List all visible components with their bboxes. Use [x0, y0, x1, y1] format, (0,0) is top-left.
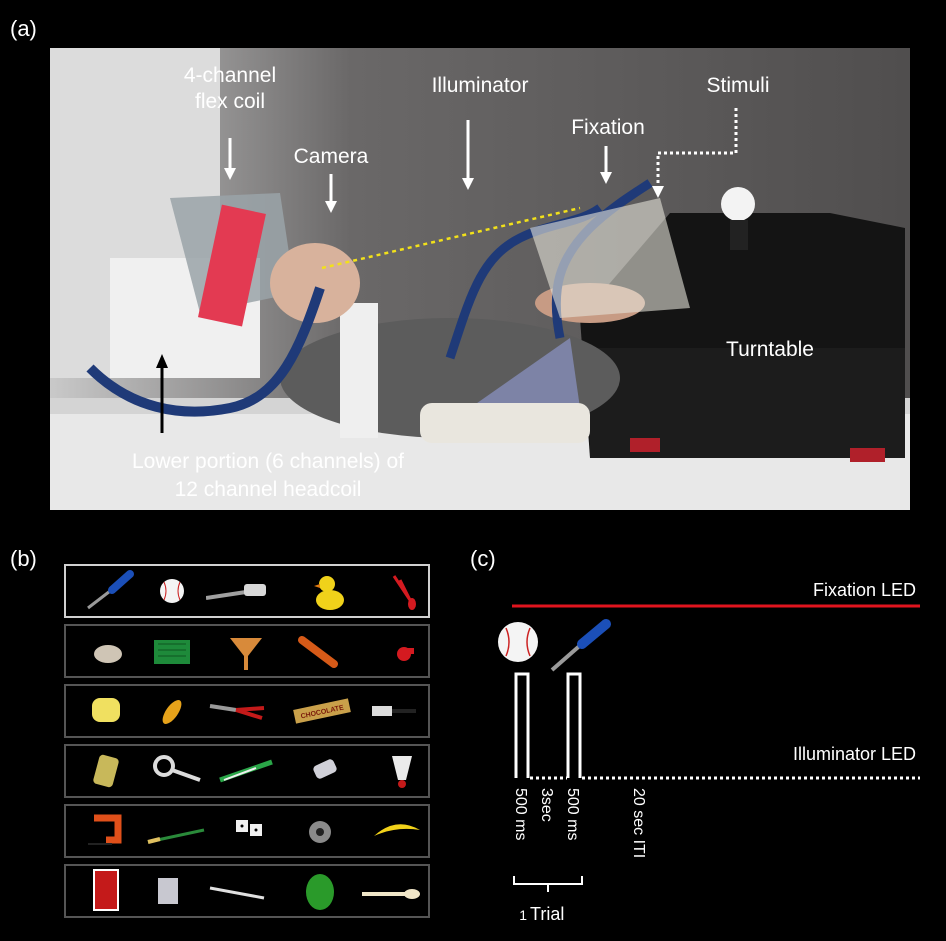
duration-500ms-1: 500 ms	[512, 788, 529, 840]
seashell-icon	[94, 645, 122, 663]
illuminator-pulse-trace	[514, 672, 530, 778]
scanner-photo: 4-channel flex coil Camera Illuminator F…	[50, 48, 910, 510]
c-clamp-icon	[88, 814, 122, 845]
measuring-cup-icon	[153, 755, 201, 782]
object-row-5	[64, 804, 430, 858]
duration-3sec: 3sec	[538, 788, 555, 822]
sponge-icon	[92, 698, 120, 722]
tin-can-icon	[158, 878, 178, 904]
pliers-icon	[209, 704, 265, 720]
object-row-3: CHOCOLATE	[64, 684, 430, 738]
toothbrush-icon	[219, 759, 273, 783]
screwdriver-icon	[87, 570, 134, 610]
chocolate-bar-icon: CHOCOLATE	[293, 698, 351, 724]
label-stimuli: Stimuli	[706, 74, 769, 97]
trial-timeline: Fixation LED Illuminator LED 500 ms 3sec…	[498, 580, 920, 924]
panel-label-a: (a)	[10, 16, 37, 41]
label-turntable: Turntable	[726, 338, 814, 361]
object-row-1	[64, 564, 430, 618]
playing-cards-icon	[93, 869, 119, 911]
screwdriver-stimulus-icon	[550, 619, 611, 672]
object-row-2	[64, 624, 430, 678]
funnel-icon	[230, 638, 262, 670]
paint-brush-icon	[147, 828, 205, 844]
dice-icon	[236, 820, 262, 836]
spatula-icon	[206, 584, 266, 600]
fixation-led-label: Fixation LED	[813, 580, 916, 600]
label-headcoil-1: Lower portion (6 channels) of	[132, 450, 404, 473]
baseball-icon	[160, 579, 184, 603]
trial-bracket	[513, 876, 583, 892]
label-headcoil-2: 12 channel headcoil	[175, 478, 362, 501]
whistle-icon	[397, 647, 414, 661]
panel-label-b: (b)	[10, 546, 37, 571]
label-flex-coil-1: 4-channel	[184, 64, 276, 87]
shuttlecock-icon	[392, 756, 412, 788]
object-row-4	[64, 744, 430, 798]
baseball-stimulus-icon	[498, 622, 538, 662]
trial-number: 1	[519, 907, 527, 923]
rubber-duck-icon	[314, 576, 344, 610]
corn-icon	[162, 700, 182, 724]
tape-dispenser-icon	[309, 821, 331, 843]
spoon-icon	[362, 889, 420, 899]
duration-20sec-iti: 20 sec ITI	[630, 788, 647, 858]
hair-brush-icon	[372, 706, 416, 716]
object-row-6	[64, 864, 430, 918]
hot-sauce-icon	[298, 636, 338, 668]
banana-icon	[374, 824, 420, 836]
scissors-icon	[392, 575, 416, 610]
illuminator-led-label: Illuminator LED	[793, 744, 916, 764]
duration-500ms-2: 500 ms	[564, 788, 581, 840]
label-flex-coil-2: flex coil	[195, 90, 265, 113]
basket-icon	[154, 640, 190, 664]
label-fixation: Fixation	[571, 116, 645, 139]
toy-frog-icon	[306, 874, 334, 910]
illuminator-pulse-2	[566, 672, 582, 778]
label-camera: Camera	[294, 145, 369, 168]
glue-bottle-icon	[313, 759, 337, 779]
panel-label-c: (c)	[470, 546, 496, 571]
label-illuminator: Illuminator	[432, 74, 529, 97]
yarn-spool-icon	[93, 754, 119, 788]
fork-icon	[209, 886, 265, 900]
trial-word: Trial	[530, 904, 564, 924]
